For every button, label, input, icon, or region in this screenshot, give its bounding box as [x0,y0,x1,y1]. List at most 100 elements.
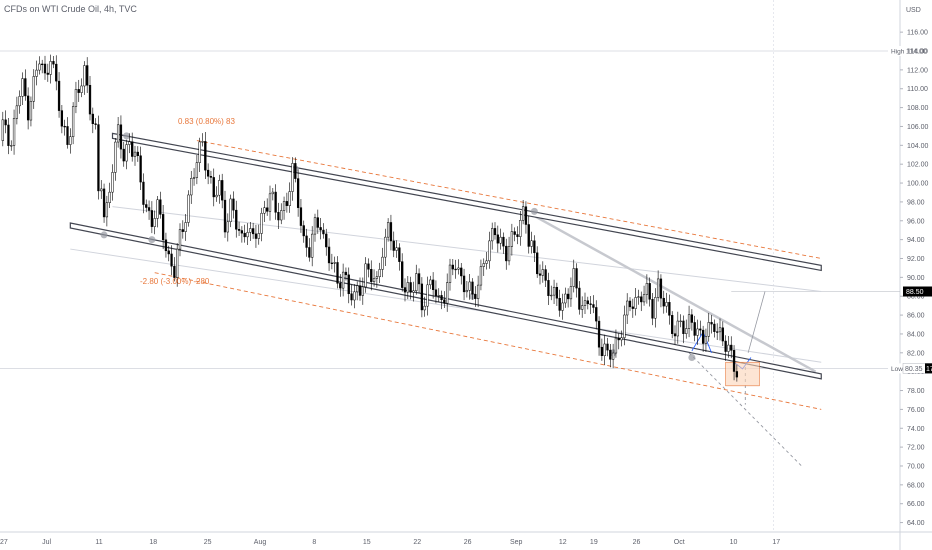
candle-body [285,201,289,206]
candle-body [114,141,117,173]
candle-body [55,63,58,82]
lower-channel-band [69,222,822,380]
candle-body [519,220,522,237]
candle-body [699,328,702,331]
x-tick-label: 19 [590,539,598,546]
candle-body [595,307,598,322]
candles-layer [1,54,739,382]
candle-body [550,294,553,297]
y-tick-label: 102.00 [907,162,929,169]
candle-body [302,225,305,237]
candle-body [361,286,364,296]
candle-body [38,63,41,71]
candle-body [336,262,339,284]
candle-body [555,286,559,299]
candle-body [325,233,328,248]
candle-body [97,124,100,192]
x-tick-label: 12 [559,539,567,546]
candle-body [83,65,86,87]
candle-body [223,199,227,233]
candle-body [420,283,424,311]
candle-body [533,240,536,254]
candle-body [645,283,649,295]
candle-body [476,284,480,299]
candle-body [319,227,322,231]
candle-body [21,78,24,97]
candle-body [32,76,35,102]
lower-dashed-channel [154,272,822,410]
candle-body [558,297,561,311]
candle-body [448,264,452,283]
candle-body [111,172,114,193]
candle-body [246,232,249,238]
candle-body [181,229,184,232]
candle-body [648,283,651,300]
candle-body [395,247,398,251]
candle-body [696,328,699,336]
support-zone [725,361,760,387]
candle-body [254,233,258,239]
candle-body [538,273,542,276]
candle-body [474,293,477,299]
candle-body [642,294,646,303]
candle-body [617,337,620,341]
candle-body [176,248,179,278]
candle-body [614,337,618,354]
candle-body [665,302,668,307]
y-tick-label: 70.00 [907,463,925,470]
candle-body [468,281,471,291]
candle-body [491,228,494,242]
y-tick-label: 108.00 [907,105,929,112]
y-tick-label: 104.00 [907,143,929,150]
candle-body [401,261,404,288]
x-tick-label: Sep [510,539,523,546]
candle-body [86,65,89,86]
candle-body [502,236,505,247]
y-tick-label: 96.00 [907,218,925,225]
candle-body [271,191,274,195]
candle-body [260,212,263,234]
candle-body [656,278,660,298]
x-tick-label: 17 [772,539,780,546]
candle-body [167,250,170,255]
y-tick-label: 82.00 [907,350,925,357]
candle-body [350,293,353,301]
candle-body [153,218,156,227]
candle-body [268,193,272,212]
candle-body [640,296,643,303]
x-tick-label: 25 [204,539,212,546]
y-tick-label: 106.00 [907,124,929,131]
y-tick-label: 94.00 [907,237,925,244]
candle-body [41,63,44,66]
candle-body [426,284,429,307]
candle-body [417,273,421,285]
candle-body [496,234,499,244]
candle-body [344,271,348,276]
candle-body [74,89,78,107]
candle-body [367,263,370,270]
candle-body [406,282,409,293]
candle-body [63,125,66,128]
candle-body [204,141,207,171]
candle-body [313,217,317,235]
candle-body [662,297,665,307]
candle-body [201,141,204,143]
x-tick-label: 26 [633,539,641,546]
x-tick-label: 18 [149,539,157,546]
candle-body [718,327,722,333]
candle-body [673,333,677,337]
candle-body [651,299,654,319]
x-tick-label: Aug [254,539,267,546]
candle-body [57,80,61,111]
candle-body [378,269,381,277]
y-tick-label: 90.00 [907,275,925,282]
candle-body [94,123,97,125]
candle-body [611,352,615,360]
candle-body [71,106,75,137]
candle-body [623,314,626,338]
candle-body [701,329,705,344]
candle-body [215,194,218,198]
